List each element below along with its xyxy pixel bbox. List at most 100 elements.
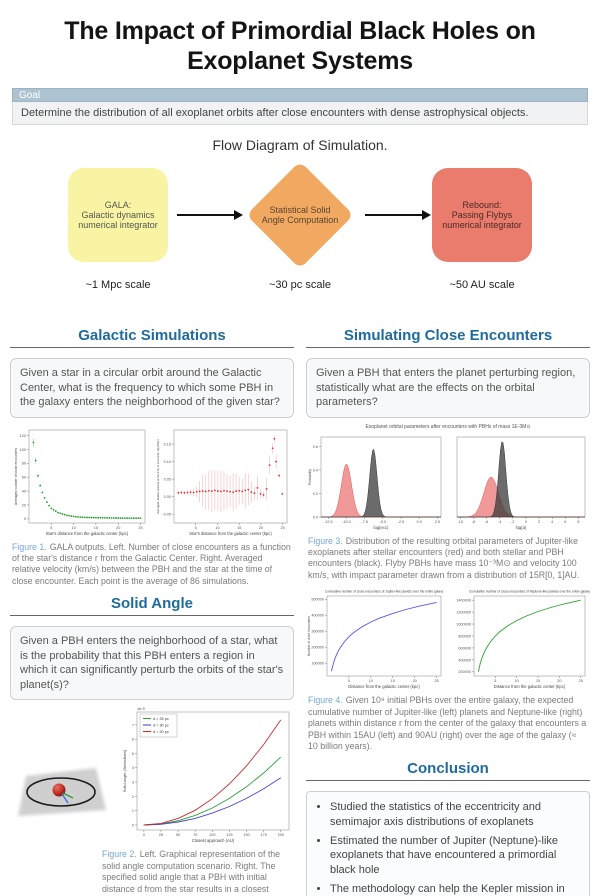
figure-2-caption: Figure 2. Left. Graphical representation … bbox=[102, 849, 281, 896]
section-rule bbox=[306, 780, 590, 782]
svg-text:200: 200 bbox=[278, 833, 284, 837]
svg-text:Averaged relative velocity at: Averaged relative velocity at the time o… bbox=[156, 439, 160, 513]
svg-text:400000: 400000 bbox=[458, 659, 471, 663]
svg-text:15: 15 bbox=[93, 526, 97, 530]
svg-text:100000: 100000 bbox=[311, 662, 324, 666]
svg-text:1200000: 1200000 bbox=[456, 611, 471, 615]
svg-text:0.0: 0.0 bbox=[416, 520, 421, 524]
svg-text:3: 3 bbox=[132, 781, 134, 785]
svg-text:-2.5: -2.5 bbox=[397, 520, 404, 524]
svg-text:0.6: 0.6 bbox=[312, 444, 317, 448]
svg-text:Number of close encounters: Number of close encounters bbox=[307, 616, 311, 656]
svg-text:800000: 800000 bbox=[458, 635, 471, 639]
section-title-conclusion: Conclusion bbox=[407, 760, 489, 778]
svg-text:600000: 600000 bbox=[458, 647, 471, 651]
figure-1-caption: Figure 1. GALA outputs. Left. Number of c… bbox=[12, 541, 291, 586]
svg-text:1: 1 bbox=[132, 809, 134, 813]
svg-text:0: 0 bbox=[23, 517, 25, 521]
fig2-solid-angle-chart: 1e-9 0 25 50 75 100 125 150 175 200 0 1 2 3 4 5 6 7 Closes… bbox=[122, 706, 294, 845]
svg-text:7: 7 bbox=[132, 724, 134, 728]
svg-text:200000: 200000 bbox=[311, 646, 324, 650]
conclusion-bullet: Studied the statistics of the eccentrici… bbox=[330, 800, 579, 829]
figure-2-label: Figure 2. bbox=[102, 849, 137, 860]
section-title-galactic-simulations: Galactic Simulations bbox=[78, 327, 226, 344]
flow-node-solid-angle: Statistical Solid Angle Computation bbox=[244, 159, 356, 271]
svg-text:-8: -8 bbox=[471, 520, 474, 524]
figure-4: Cumulative number of close encounters of… bbox=[306, 587, 590, 691]
svg-text:-2: -2 bbox=[511, 520, 514, 524]
svg-text:25: 25 bbox=[280, 526, 284, 530]
svg-text:0.15: 0.15 bbox=[163, 442, 170, 446]
svg-text:log(ecc): log(ecc) bbox=[373, 525, 388, 530]
svg-text:-10: -10 bbox=[457, 520, 463, 524]
right-column: Simulating Close Encounters Given a PBH … bbox=[306, 319, 590, 896]
section-title-solid-angle: Solid Angle bbox=[111, 595, 193, 613]
figure-3-label: Figure 3. bbox=[308, 535, 343, 546]
svg-text:175: 175 bbox=[260, 833, 266, 837]
svg-text:0.05: 0.05 bbox=[163, 477, 170, 481]
svg-text:0: 0 bbox=[524, 520, 526, 524]
figure-1-label: Figure 1. bbox=[12, 541, 47, 552]
fig4-right-chart: Cumulative number of close encounters of… bbox=[451, 587, 590, 691]
svg-text:2: 2 bbox=[132, 795, 134, 799]
svg-text:Star's distance from the galac: Star's distance from the galactic center… bbox=[45, 531, 128, 536]
svg-text:5: 5 bbox=[194, 526, 196, 530]
flow-arrow-2 bbox=[365, 210, 431, 220]
svg-text:25: 25 bbox=[159, 833, 163, 837]
svg-text:6: 6 bbox=[564, 520, 566, 524]
svg-text:125: 125 bbox=[226, 833, 232, 837]
fig4-left-chart: Cumulative number of close encounters of… bbox=[306, 587, 446, 691]
fig1-right-chart: 5 10 15 20 25 -0.05 0.00 0.05 0.10 0.15 Star's dis… bbox=[154, 423, 292, 537]
svg-text:25: 25 bbox=[434, 679, 438, 683]
svg-text:20: 20 bbox=[21, 503, 25, 507]
figure-3-caption: Figure 3. Distribution of the resulting o… bbox=[308, 535, 580, 580]
svg-text:120: 120 bbox=[19, 433, 25, 437]
svg-text:0.4: 0.4 bbox=[312, 468, 317, 472]
svg-text:300000: 300000 bbox=[311, 630, 324, 634]
flow-arrow-1 bbox=[177, 210, 243, 220]
figure-4-caption: Figure 4. Given 10⁹ initial PBHs over the… bbox=[308, 695, 587, 751]
question-box-galactic: Given a star in a circular orbit around … bbox=[10, 358, 294, 418]
svg-text:2: 2 bbox=[537, 520, 539, 524]
svg-text:100: 100 bbox=[19, 447, 25, 451]
figure-1: 5 10 15 20 25 0 20 40 60 80 100 120 Star's distance … bbox=[10, 423, 294, 537]
svg-text:100: 100 bbox=[209, 833, 215, 837]
conclusion-bullet: Estimated the number of Jupiter (Neptune… bbox=[330, 834, 579, 877]
svg-text:200000: 200000 bbox=[458, 670, 471, 674]
svg-text:Cumulative number of close enc: Cumulative number of close encounters of… bbox=[325, 590, 444, 594]
flow-scale-3: ~50 AU scale bbox=[449, 279, 515, 291]
goal-header: Goal bbox=[12, 88, 588, 102]
svg-text:Closest approach (AU): Closest approach (AU) bbox=[192, 838, 235, 843]
svg-text:150: 150 bbox=[243, 833, 249, 837]
svg-text:0.2: 0.2 bbox=[312, 491, 317, 495]
conclusion-bullet: The methodology can help the Kepler miss… bbox=[330, 882, 579, 896]
figure-3-chart-title: Exoplanet orbital parameters after encou… bbox=[365, 423, 531, 430]
left-column: Galactic Simulations Given a star in a c… bbox=[10, 319, 294, 896]
svg-text:15: 15 bbox=[536, 679, 540, 683]
goal-section: Goal Determine the distribution of all e… bbox=[12, 88, 588, 125]
svg-text:8: 8 bbox=[577, 520, 579, 524]
svg-text:20: 20 bbox=[116, 526, 120, 530]
svg-text:Cumulative number of close enc: Cumulative number of close encounters of… bbox=[469, 590, 590, 594]
svg-text:40: 40 bbox=[21, 489, 25, 493]
svg-text:0.00: 0.00 bbox=[163, 495, 170, 499]
section-rule bbox=[10, 615, 294, 617]
svg-text:-10.0: -10.0 bbox=[342, 520, 351, 524]
svg-text:Solid angle (Steradians): Solid angle (Steradians) bbox=[122, 749, 127, 792]
poster-title: The Impact of Primordial Black Holes on … bbox=[64, 17, 536, 75]
figure-2: 1e-9 0 25 50 75 100 125 150 175 200 0 1 2 3 4 5 6 7 Closes… bbox=[10, 706, 294, 845]
svg-text:2.5: 2.5 bbox=[434, 520, 439, 524]
section-rule bbox=[306, 347, 590, 348]
svg-text:0: 0 bbox=[132, 824, 134, 828]
fig1-left-chart: 5 10 15 20 25 0 20 40 60 80 100 120 Star's distance … bbox=[12, 423, 150, 537]
solid-angle-illustration bbox=[18, 768, 106, 817]
svg-text:d = 30 pc: d = 30 pc bbox=[153, 724, 169, 728]
svg-text:10: 10 bbox=[215, 526, 219, 530]
flow-scale-1: ~1 Mpc scale bbox=[85, 279, 151, 291]
svg-text:-6: -6 bbox=[484, 520, 487, 524]
svg-text:50: 50 bbox=[176, 833, 180, 837]
goal-text: Determine the distribution of all exopla… bbox=[12, 102, 588, 125]
fig3-left-chart: -12.5 -10.0 -7.5 -5.0 -2.5 0.0 2.5 0.0 0.2 0.4 0.6… bbox=[306, 430, 446, 531]
flow-diagram: GALA: Galactic dynamics numerical integr… bbox=[0, 159, 600, 291]
